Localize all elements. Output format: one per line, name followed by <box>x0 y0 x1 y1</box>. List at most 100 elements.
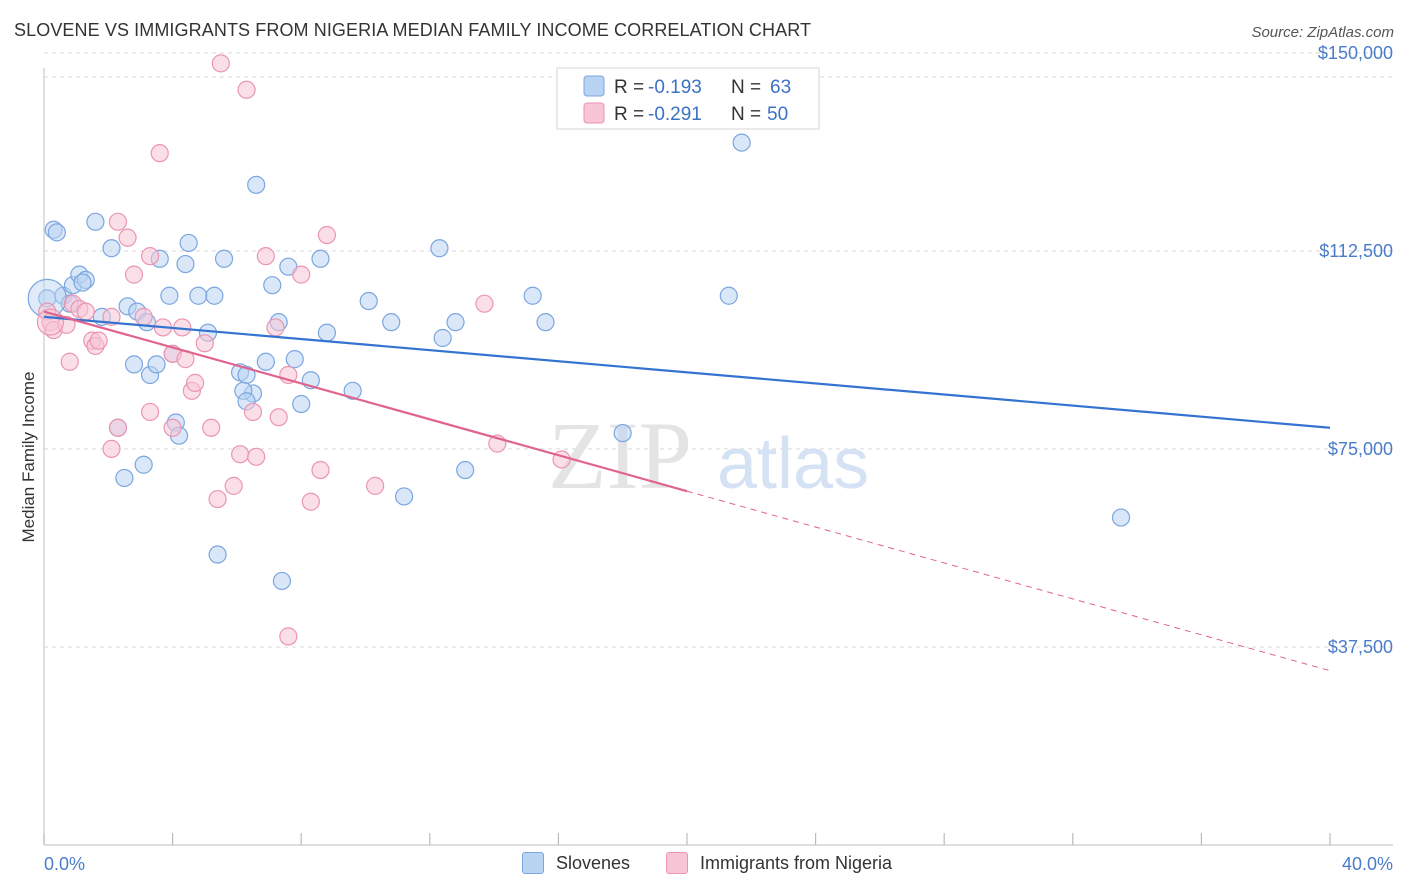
data-point <box>317 225 337 245</box>
trend-line-slovenes <box>43 315 1331 429</box>
stats-legend-swatch-pink <box>583 102 605 124</box>
data-point <box>224 476 243 495</box>
legend-label-nigeria: Immigrants from Nigeria <box>700 852 893 873</box>
x-ticks <box>43 833 1331 845</box>
data-point <box>456 460 475 480</box>
data-point <box>536 313 555 332</box>
stats-legend-n-label-pink: N = <box>731 104 761 125</box>
data-point <box>719 286 738 305</box>
data-point <box>86 212 105 231</box>
data-point <box>247 175 266 194</box>
data-point <box>102 307 121 326</box>
data-point <box>208 545 227 564</box>
data-point <box>433 328 452 348</box>
data-point <box>279 627 298 646</box>
data-point <box>523 286 542 305</box>
data-point <box>202 418 221 437</box>
series-slovenes-points <box>27 133 1131 591</box>
data-point <box>102 239 121 258</box>
legend-swatch-nigeria <box>666 852 688 874</box>
data-point <box>147 355 166 374</box>
data-point <box>256 247 275 266</box>
data-point <box>266 318 285 337</box>
source-label: Source: ZipAtlas.com <box>1251 24 1394 41</box>
data-point <box>208 489 227 509</box>
data-point <box>317 323 337 342</box>
y-tick-label: $75,000 <box>1328 439 1393 459</box>
data-point <box>124 355 144 374</box>
data-point <box>247 447 266 466</box>
data-point <box>118 228 137 247</box>
stats-legend-n-label-blue: N = <box>731 77 761 98</box>
trend-line-nigeria <box>43 310 688 493</box>
data-point <box>134 307 153 326</box>
data-point <box>195 334 214 353</box>
trend-lines <box>43 310 1331 672</box>
grid-lines <box>44 52 1393 648</box>
data-point <box>311 460 330 480</box>
data-point <box>189 286 208 305</box>
data-point <box>292 265 311 284</box>
data-point <box>89 331 108 350</box>
data-point <box>47 223 66 242</box>
data-point <box>292 394 311 414</box>
data-point <box>269 408 288 427</box>
legend-item-nigeria[interactable]: Immigrants from Nigeria <box>666 852 892 874</box>
legend-item-slovenes[interactable]: Slovenes <box>522 852 630 874</box>
data-point <box>237 80 256 99</box>
data-point <box>76 302 95 321</box>
data-point <box>475 294 494 313</box>
data-point <box>211 54 230 73</box>
data-point <box>140 247 160 266</box>
data-point <box>732 133 751 152</box>
data-point <box>446 313 465 332</box>
data-point <box>108 418 128 437</box>
data-point <box>205 286 224 305</box>
y-tick-labels: $37,500 $75,000 $112,500 $150,000 <box>1318 43 1393 657</box>
data-point <box>1111 508 1131 527</box>
stats-legend-r-label-pink: R = <box>614 104 644 125</box>
data-point <box>382 313 401 332</box>
data-point <box>160 286 179 305</box>
axes <box>43 68 1393 846</box>
stats-legend-swatch-blue <box>583 75 605 97</box>
legend-label-slovenes: Slovenes <box>556 852 631 873</box>
data-point <box>179 233 198 253</box>
data-point <box>272 571 292 591</box>
y-tick-label: $112,500 <box>1319 241 1393 261</box>
data-point <box>613 423 632 443</box>
data-point <box>394 487 414 506</box>
data-point <box>366 476 385 495</box>
x-tick-label-max: 40.0% <box>1342 854 1393 874</box>
data-point <box>115 468 134 488</box>
data-point <box>60 352 79 371</box>
data-point <box>311 249 330 268</box>
data-point <box>140 402 160 422</box>
watermark-zip: ZIP <box>548 402 692 509</box>
data-point <box>124 265 144 284</box>
chart-title: SLOVENE VS IMMIGRANTS FROM NIGERIA MEDIA… <box>14 20 812 40</box>
y-tick-label: $150,000 <box>1318 43 1393 63</box>
data-point <box>343 381 362 400</box>
data-point <box>108 212 128 231</box>
y-tick-label: $37,500 <box>1328 637 1393 657</box>
stats-legend-n-value-pink: 50 <box>767 104 788 125</box>
data-point <box>176 254 195 274</box>
data-point <box>243 402 263 422</box>
data-point <box>301 492 320 511</box>
data-point <box>430 239 449 258</box>
watermark-atlas: atlas <box>717 424 869 504</box>
stats-legend-r-value-blue: -0.193 <box>648 77 702 98</box>
data-point <box>102 439 121 459</box>
bottom-legend: Slovenes Immigrants from Nigeria <box>0 852 1406 878</box>
data-point <box>263 276 282 295</box>
data-point <box>150 144 169 163</box>
data-point <box>214 249 234 268</box>
data-point <box>186 373 205 392</box>
trend-line-nigeria-extrapolated <box>686 490 1331 672</box>
stats-legend-r-label-blue: R = <box>614 77 644 98</box>
data-point <box>163 418 182 437</box>
data-point <box>256 352 275 371</box>
data-point <box>134 455 153 474</box>
